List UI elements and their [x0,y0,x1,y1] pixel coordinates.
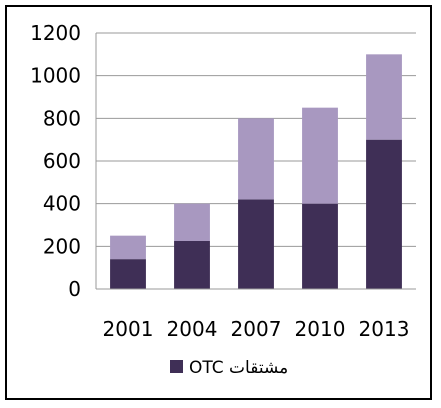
y-tick-600: 600 [43,149,81,173]
x-tick-labels: 2001 2004 2007 2010 2013 [103,317,410,341]
legend: OTC مشتقات [170,358,288,378]
x-tick-2013: 2013 [359,317,410,341]
bar-2004-series-1 [174,203,210,241]
bar-2013-series-0 [366,139,402,289]
y-tick-400: 400 [43,192,81,216]
bar-2001-series-0 [110,259,146,289]
y-tick-labels: 0 200 400 600 800 1000 1200 [30,21,81,301]
x-tick-2010: 2010 [295,317,346,341]
chart-frame [5,5,432,400]
x-tick-2001: 2001 [103,317,154,341]
bar-2010-series-0 [302,203,338,289]
y-tick-0: 0 [68,277,81,301]
y-tick-800: 800 [43,106,81,130]
axes [95,33,416,290]
bar-2007-series-1 [238,118,274,200]
y-tick-1000: 1000 [30,64,81,88]
x-tick-2004: 2004 [167,317,218,341]
bar-2010-series-1 [302,107,338,204]
gridlines [96,32,416,247]
x-tick-2007: 2007 [231,317,282,341]
bar-2013-series-1 [366,54,402,140]
bar-2001-series-1 [110,235,146,260]
bar-2007-series-0 [238,199,274,289]
bars [110,54,402,289]
legend-swatch [170,360,183,373]
y-tick-1200: 1200 [30,21,81,45]
legend-label: OTC مشتقات [189,358,288,378]
bar-2004-series-0 [174,241,210,289]
y-tick-200: 200 [43,234,81,258]
